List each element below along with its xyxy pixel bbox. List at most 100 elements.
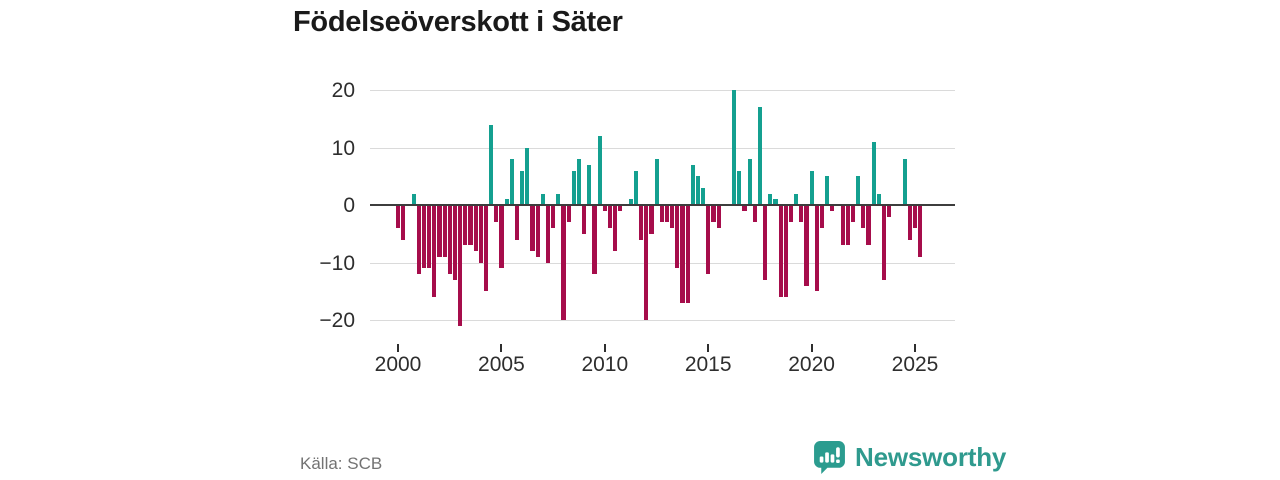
y-axis-label: 20 [331,79,355,102]
bar-positive [768,193,773,205]
bar-positive [809,170,814,205]
bar-negative [437,205,442,257]
bar-positive [757,107,763,205]
bar-negative [458,205,463,326]
bar-positive [525,147,530,205]
bar-negative [918,205,923,257]
chart-title: Födelseöverskott i Säter [293,6,623,38]
x-axis-label: 2015 [684,353,732,376]
bar-negative [545,205,551,263]
bar-negative [463,205,468,246]
bar-negative [416,205,421,274]
bar-negative [670,205,675,228]
bar-negative [473,205,478,251]
bar-positive [587,164,592,205]
bar-negative [778,205,783,297]
bar-positive [871,141,876,205]
gridline [370,90,955,91]
bar-negative [644,205,649,320]
source-label: Källa: SCB [300,454,383,473]
bar-negative [752,205,757,223]
bar-negative [442,205,447,257]
bar-positive [540,193,545,205]
bar-positive [737,170,742,205]
bar-positive [633,170,638,205]
bar-negative [819,205,825,228]
bar-negative [468,205,473,246]
gridline [370,320,955,321]
bar-negative [783,205,788,297]
bar-negative [840,205,845,246]
bar-negative [432,205,437,297]
bar-positive [902,159,907,205]
bar-negative [788,205,794,223]
x-axis-tick [500,344,503,352]
bar-negative [592,205,597,274]
bar-positive [695,176,701,205]
bar-negative [887,205,892,217]
y-axis-label: −10 [319,251,355,275]
x-axis-tick [603,344,606,352]
x-axis-tick [397,344,399,352]
bar-negative [845,205,850,246]
bar-positive [520,170,525,205]
newsworthy-logo-icon [814,441,845,474]
bar-negative [561,205,566,320]
bar-negative [535,205,540,257]
bar-negative [447,205,452,274]
bar-positive [856,176,861,205]
bar-negative [711,205,716,223]
bar-positive [701,187,706,205]
gridline [370,262,955,264]
bar-negative [396,205,401,228]
y-axis-label: 10 [331,136,355,160]
bar-positive [628,199,633,205]
bar-negative [649,205,654,234]
bar-negative [478,205,483,263]
bar-negative [483,205,489,292]
bar-negative [602,205,607,211]
bar-negative [680,205,685,303]
bar-positive [773,199,778,205]
bar-negative [861,205,866,228]
bar-negative [706,205,711,274]
x-axis-tick [707,344,710,352]
bar-negative [494,205,499,223]
bar-positive [489,124,494,205]
y-axis-label: −20 [319,309,355,332]
bar-positive [411,193,416,205]
bar-negative [514,205,520,240]
zero-line [370,204,955,206]
bar-negative [427,205,432,269]
bar-positive [597,136,602,205]
x-axis-tick [810,344,813,352]
bar-negative [499,205,504,269]
bar-negative [675,205,680,269]
x-axis-label: 2010 [581,353,629,376]
bar-negative [763,205,768,280]
x-axis-label: 2000 [374,353,422,376]
bar-negative [907,205,913,240]
bar-negative [566,205,571,223]
bar-negative [530,205,535,251]
bar-negative [913,205,918,228]
bar-negative [866,205,871,246]
bar-negative [799,205,804,223]
bar-negative [664,205,670,223]
bar-negative [618,205,623,211]
bar-negative [582,205,587,234]
bar-positive [825,176,830,205]
bar-negative [830,205,835,211]
x-axis-label: 2005 [478,353,525,376]
bar-positive [576,159,582,205]
x-axis-label: 2020 [788,353,835,376]
bar-negative [659,205,664,223]
bar-negative [452,205,458,280]
bar-positive [690,164,695,205]
bar-positive [654,159,659,205]
bar-negative [716,205,721,228]
newsworthy-logo: Newsworthy [812,440,1006,475]
bar-negative [814,205,819,292]
x-axis-label: 2025 [891,353,939,376]
